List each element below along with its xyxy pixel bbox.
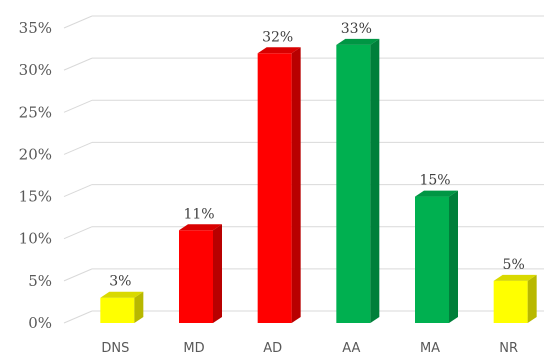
y-tick-label: 30%: [19, 61, 52, 79]
data-label: 32%: [262, 29, 293, 45]
y-tick-label: 35%: [19, 19, 52, 37]
bar-top: [257, 47, 301, 54]
data-label: 3%: [109, 274, 131, 290]
bars: [100, 38, 537, 324]
x-axis-category-labels: DNS MD AD AA MA NR: [101, 341, 518, 356]
bar-front: [257, 53, 292, 324]
bar-side: [527, 274, 537, 323]
x-tick-label: AD: [263, 341, 282, 356]
gridline-depth: [63, 184, 93, 198]
bar-ma: [415, 190, 458, 323]
bar-top: [336, 38, 380, 45]
x-tick-label: AA: [342, 341, 360, 356]
y-tick-label: 25%: [19, 103, 52, 121]
y-tick-label: 0%: [28, 314, 52, 332]
x-tick-label: DNS: [101, 341, 129, 356]
bar-front: [493, 280, 528, 323]
y-tick-label: 10%: [19, 230, 52, 248]
bar-front: [415, 196, 449, 323]
gridline-depth: [63, 141, 93, 155]
gridline-depth: [63, 310, 93, 324]
bar-side: [134, 291, 144, 323]
bar-md: [179, 224, 222, 323]
y-tick-label: 5%: [28, 272, 52, 290]
bar-front: [179, 230, 213, 323]
gridline-depth: [63, 99, 93, 113]
gridline-depth: [63, 15, 93, 29]
y-axis-tick-labels: 0% 5% 10% 15% 20% 25% 30% 35%: [19, 19, 52, 332]
bar-front: [336, 44, 371, 323]
bar-top: [415, 190, 458, 197]
gridline-depth: [63, 226, 93, 240]
data-labels: 3% 11% 32% 33% 15% 5%: [109, 21, 525, 290]
bar-aa: [336, 38, 380, 323]
gridline-depth: [63, 57, 93, 71]
gridlines: [63, 15, 544, 324]
bar-side: [370, 38, 380, 323]
bar-side: [213, 224, 222, 323]
data-label: 5%: [503, 257, 525, 273]
y-tick-label: 20%: [19, 145, 52, 163]
data-label: 33%: [341, 21, 372, 37]
bar-top: [179, 224, 222, 231]
y-tick-label: 15%: [19, 188, 52, 206]
bar-front: [100, 297, 135, 323]
x-tick-label: NR: [499, 341, 518, 356]
bar-ad: [257, 47, 301, 324]
bar-side: [291, 47, 301, 324]
x-tick-label: MA: [420, 341, 440, 356]
data-label: 15%: [419, 173, 450, 189]
data-label: 11%: [183, 206, 214, 222]
bar-top: [493, 274, 537, 281]
gridline-depth: [63, 268, 93, 282]
x-tick-label: MD: [183, 341, 204, 356]
bar-side: [449, 190, 458, 323]
bar-top: [100, 291, 144, 298]
bar-nr: [493, 274, 537, 323]
bar-dns: [100, 291, 144, 323]
